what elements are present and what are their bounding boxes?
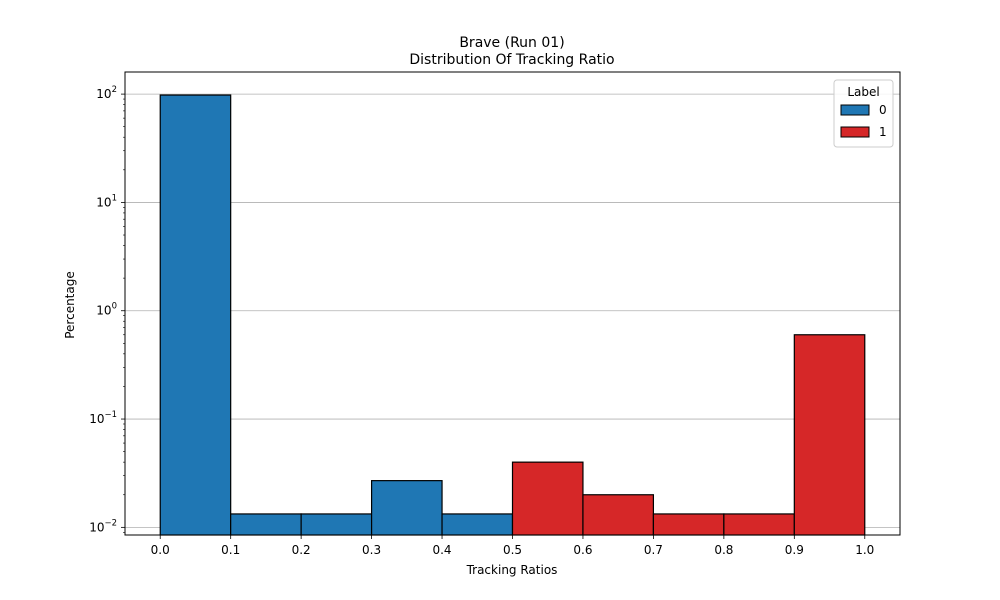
- chart-title: Brave (Run 01): [459, 35, 564, 51]
- bar-label-1: [793, 334, 866, 536]
- bar-label-1: [652, 513, 725, 536]
- x-tick-label: 0.5: [503, 543, 522, 557]
- x-tick-label: 0.6: [573, 543, 592, 557]
- y-tick-exponent: −2: [104, 518, 117, 528]
- y-tick-base: 10: [96, 87, 111, 101]
- x-tick-label: 0.9: [785, 543, 804, 557]
- y-tick-base: 10: [96, 304, 111, 318]
- y-tick-exponent: 1: [112, 193, 117, 203]
- bar-label-1: [582, 494, 655, 536]
- y-tick-exponent: −1: [104, 410, 117, 420]
- x-tick-label: 0.8: [714, 543, 733, 557]
- x-tick-label: 0.4: [432, 543, 451, 557]
- x-tick-label: 1.0: [855, 543, 874, 557]
- y-tick-label: 102: [96, 85, 117, 101]
- legend-title: Label: [847, 85, 879, 99]
- legend-swatch-0: [840, 104, 870, 116]
- x-axis-label: Tracking Ratios: [466, 563, 558, 577]
- y-axis-label: Percentage: [63, 271, 77, 339]
- bar-label-0: [230, 513, 302, 536]
- legend-entry-0: 0: [879, 103, 887, 117]
- bar-label-0: [370, 480, 443, 536]
- x-tick-label: 0.2: [292, 543, 311, 557]
- bar-label-1: [723, 513, 795, 536]
- x-tick-label: 0.3: [362, 543, 381, 557]
- legend-swatch-1: [840, 126, 870, 138]
- bars-layer: [159, 94, 866, 536]
- bar-label-0: [300, 513, 373, 536]
- y-tick-label: 101: [96, 193, 117, 209]
- y-tick-exponent: 2: [112, 85, 117, 95]
- y-tick-label: 10−2: [89, 518, 117, 534]
- y-tick-label: 10−1: [89, 410, 117, 426]
- bar-label-0: [159, 94, 232, 536]
- x-tick-label: 0.0: [151, 543, 170, 557]
- y-tick-base: 10: [96, 195, 111, 209]
- bar-label-0: [441, 513, 514, 536]
- y-tick-exponent: 0: [112, 302, 117, 312]
- chart-subtitle: Distribution Of Tracking Ratio: [409, 52, 614, 68]
- y-tick-base: 10: [89, 520, 104, 534]
- legend-entry-1: 1: [879, 125, 887, 139]
- x-tick-label: 0.7: [644, 543, 663, 557]
- y-tick-base: 10: [89, 412, 104, 426]
- y-tick-label: 100: [96, 302, 117, 318]
- x-tick-label: 0.1: [221, 543, 240, 557]
- bar-label-1: [511, 461, 584, 536]
- x-axis-ticks: 0.0 0.1 0.2 0.3 0.4 0.5 0.6 0.7 0.8 0.9 1.0: [151, 535, 874, 557]
